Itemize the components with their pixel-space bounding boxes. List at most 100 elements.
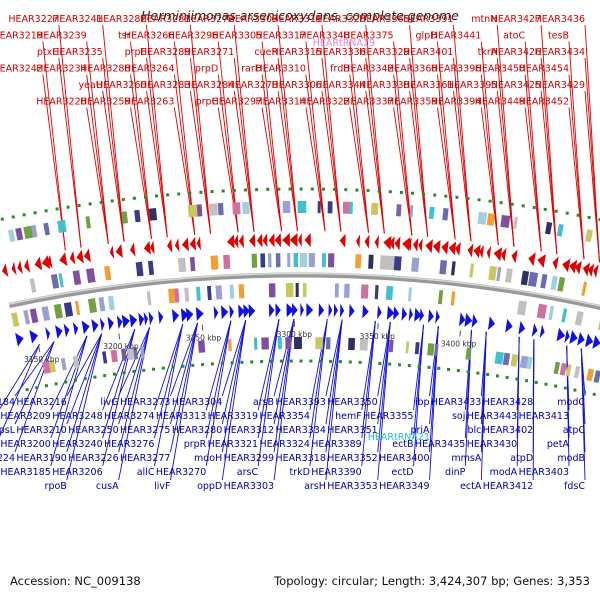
- leader-line: [325, 319, 343, 397]
- feature-block: [260, 253, 266, 268]
- feature-block: [428, 206, 435, 220]
- gene-label: tsr: [118, 31, 131, 42]
- feature-block: [146, 291, 152, 306]
- gene-label: HEAR3248: [52, 411, 102, 422]
- track-marker: [488, 199, 492, 203]
- feature-block: [229, 284, 235, 299]
- gene-label: modB: [557, 453, 585, 464]
- leader-line: [118, 327, 150, 425]
- gene-label: HEAR3352: [327, 453, 377, 464]
- leader-line: [205, 320, 232, 467]
- track-marker: [598, 218, 600, 222]
- gene-label: HEAR3259: [80, 97, 130, 108]
- gene-label: trkD: [289, 467, 309, 478]
- leader-line: [321, 90, 342, 232]
- gene-arrow: [454, 242, 461, 256]
- rna-label-top: HEARtRNA19: [313, 38, 375, 49]
- gene-label: tesB: [548, 31, 569, 42]
- track-marker: [121, 198, 125, 202]
- gene-label: HEAR3303: [224, 481, 274, 492]
- feature-block: [139, 346, 145, 359]
- leader-line: [305, 74, 326, 232]
- track-marker: [543, 207, 547, 211]
- gene-label: HEAR3274: [104, 411, 154, 422]
- leader-line: [257, 319, 280, 411]
- leader-line: [584, 57, 600, 263]
- gene-arrow: [158, 310, 164, 325]
- feature-block: [302, 283, 307, 298]
- gene-label: HEAR3200: [0, 439, 50, 450]
- gene-label: ectD: [391, 467, 413, 478]
- leader-line: [170, 322, 198, 397]
- gene-label: HEAR3338: [359, 80, 409, 91]
- gene-arrow: [585, 333, 594, 348]
- gene-label: HEAR3273: [120, 397, 170, 408]
- feature-block: [98, 296, 106, 312]
- track-marker: [348, 360, 352, 364]
- gene-label: modA: [490, 467, 518, 478]
- track-marker: [358, 360, 362, 364]
- feature-block: [104, 265, 112, 281]
- gene-arrow: [389, 236, 395, 251]
- gene-arrow: [587, 263, 595, 278]
- feature-block: [287, 253, 291, 268]
- gene-label: HEAR3190: [16, 453, 66, 464]
- leader-line: [321, 57, 342, 232]
- leader-line: [58, 57, 82, 248]
- leader-line: [273, 318, 295, 397]
- feature-block: [72, 270, 82, 286]
- track-marker: [592, 392, 596, 396]
- leader-line: [365, 90, 385, 234]
- gene-arrow: [458, 312, 466, 327]
- feature-block: [232, 202, 241, 215]
- track-marker: [344, 188, 348, 192]
- leader-line: [146, 57, 168, 238]
- gene-label: ectB: [392, 439, 413, 450]
- track-marker: [456, 369, 460, 373]
- gene-arrow: [238, 304, 245, 319]
- gene-arrow: [493, 247, 503, 262]
- feature-block: [42, 360, 51, 374]
- gene-arrow: [425, 239, 433, 254]
- feature-block: [327, 201, 333, 214]
- gene-arrow: [528, 252, 536, 267]
- gene-arrow: [339, 233, 346, 248]
- gene-label: HEAR3434: [535, 47, 585, 58]
- feature-block: [50, 273, 60, 289]
- gene-arrow: [402, 237, 411, 252]
- gene-arrow: [83, 248, 91, 263]
- track-marker: [368, 361, 372, 365]
- reverse-cog-track: [10, 283, 600, 331]
- track-marker: [122, 371, 126, 375]
- gene-arrow: [121, 314, 130, 329]
- gene-label: HEAR3235: [52, 47, 102, 58]
- leader-line: [217, 41, 239, 233]
- track-marker: [260, 360, 264, 364]
- feature-block: [536, 303, 548, 319]
- gene-arrow: [143, 311, 149, 326]
- gene-label: HEAR3324: [259, 439, 309, 450]
- track-marker: [166, 193, 170, 197]
- track-marker: [515, 377, 519, 381]
- gene-arrow: [181, 237, 189, 252]
- gene-label: HEAR3305: [212, 31, 262, 42]
- gene-label: HEAR3433: [431, 397, 481, 408]
- leader-line: [365, 24, 385, 234]
- feature-block: [102, 351, 108, 364]
- feature-block: [120, 348, 127, 361]
- feature-block: [261, 337, 269, 350]
- feature-tracks: [0, 187, 600, 396]
- gene-arrow: [29, 329, 39, 344]
- feature-block: [486, 213, 495, 226]
- gene-label: rpoB: [45, 481, 67, 492]
- gene-arrow: [107, 316, 114, 331]
- track-marker: [583, 390, 587, 394]
- inner-cog-track: [42, 337, 600, 384]
- leader-line: [584, 90, 600, 263]
- gene-label: HEAR3350: [327, 397, 377, 408]
- feature-block: [134, 209, 141, 223]
- gene-arrow: [582, 262, 591, 277]
- track-marker: [103, 374, 107, 378]
- leader-line: [496, 90, 515, 247]
- feature-block: [385, 285, 394, 301]
